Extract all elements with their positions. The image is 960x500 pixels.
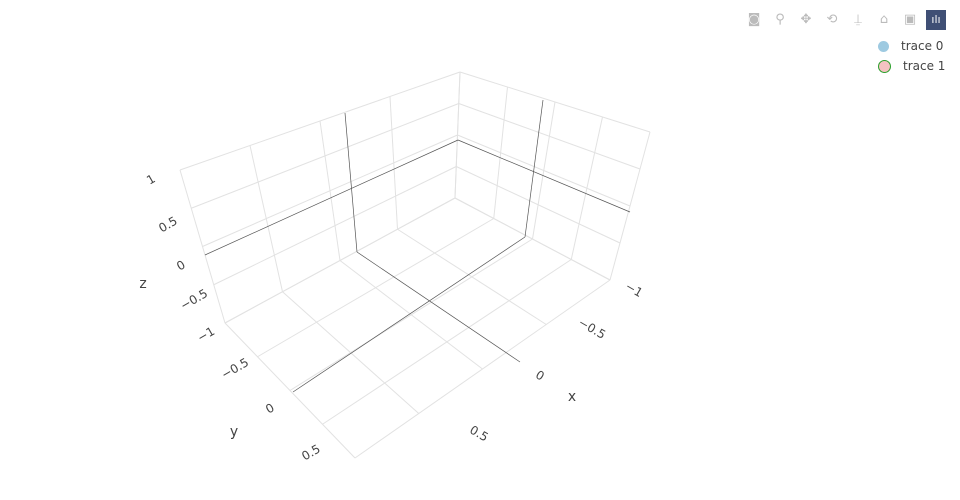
z-tick-label: 0 (174, 258, 188, 274)
zero-line (204, 139, 459, 256)
z-tick-label: 0.5 (156, 214, 180, 236)
reset-camera-icon[interactable]: ▣ (903, 12, 917, 27)
legend-label: trace 0 (901, 39, 944, 53)
plotly-logo-icon[interactable]: ılı (926, 10, 946, 30)
legend: trace 0 trace 1 (878, 36, 945, 76)
modebar: ◙ ⚲ ✥ ⟲ ⍊ ⌂ ▣ ılı (744, 10, 946, 30)
gridline (459, 71, 651, 133)
legend-item[interactable]: trace 0 (878, 36, 945, 56)
z-axis-title: z (139, 276, 146, 292)
gridline (179, 71, 461, 171)
orbit-icon[interactable]: ⟲ (826, 12, 838, 27)
x-axis-title: x (568, 389, 576, 405)
zero-line (344, 112, 358, 253)
x-tick-label: −0.5 (576, 315, 608, 342)
y-tick-label: 0 (263, 401, 277, 417)
z-tick-label: −1 (195, 324, 217, 345)
gridline (289, 238, 533, 391)
legend-item[interactable]: trace 1 (878, 56, 945, 76)
y-tick-label: −0.5 (219, 355, 251, 382)
x-tick-label: −1 (623, 279, 645, 300)
turntable-icon[interactable]: ⍊ (854, 12, 862, 27)
zoom-icon[interactable]: ⚲ (775, 12, 785, 27)
gridline (322, 259, 572, 425)
pan-icon[interactable]: ✥ (800, 12, 812, 27)
gridline (389, 96, 398, 230)
y-tick-label: 0.5 (299, 442, 323, 464)
legend-marker (878, 40, 889, 52)
zero-line (356, 251, 521, 363)
x-tick-label: 0 (533, 368, 547, 384)
gridline (191, 103, 459, 209)
y-axis-title: y (230, 424, 238, 440)
z-tick-label: −0.5 (178, 286, 210, 313)
z-tick-label: 1 (144, 172, 158, 188)
gridline (202, 134, 458, 247)
gridline (354, 279, 611, 459)
legend-label: trace 1 (903, 59, 946, 73)
legend-marker (878, 59, 891, 73)
gridline (457, 134, 631, 207)
gridline (397, 228, 547, 325)
gridline (609, 131, 651, 281)
home-icon[interactable]: ⌂ (879, 12, 889, 27)
zero-line (292, 236, 526, 393)
zero-line (457, 139, 631, 213)
zero-line (524, 99, 544, 238)
camera-icon[interactable]: ◙ (747, 12, 761, 27)
gridline (570, 116, 603, 260)
gridline (458, 103, 641, 170)
x-tick-label: 0.5 (467, 423, 491, 445)
